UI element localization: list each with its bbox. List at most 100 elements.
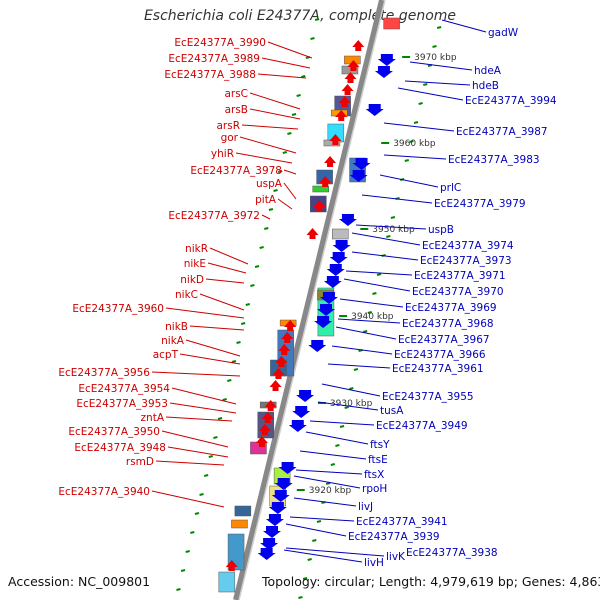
tick-mark bbox=[310, 37, 315, 40]
gene-label-ece24377a-3970: EcE24377A_3970 bbox=[412, 286, 504, 298]
reverse-gene-arrow bbox=[374, 66, 393, 78]
leader-line bbox=[404, 80, 471, 86]
leader-line bbox=[383, 122, 455, 132]
gene-label-hdea: hdeA bbox=[474, 65, 502, 77]
gene-label-acpt: acpT bbox=[153, 349, 179, 361]
forward-gene-arrow bbox=[258, 424, 271, 435]
topology-text: Topology: circular; Length: 4,979,619 bp… bbox=[262, 574, 600, 589]
reverse-gene-arrow bbox=[260, 538, 279, 550]
forward-gene-arrow bbox=[306, 228, 319, 239]
reverse-gene-arrow bbox=[317, 304, 336, 316]
leader-line bbox=[289, 516, 355, 522]
forward-gene-arrow bbox=[347, 60, 360, 71]
reverse-gene-arrow bbox=[296, 390, 315, 402]
tick-mark bbox=[208, 455, 214, 458]
tick-mark bbox=[436, 26, 442, 29]
forward-gene-arrow bbox=[324, 156, 337, 167]
gene-label-gor: gor bbox=[221, 132, 239, 144]
gene-label-uspb: uspB bbox=[428, 224, 454, 236]
tick-mark bbox=[372, 292, 377, 295]
tick-mark bbox=[287, 132, 292, 135]
forward-gene-arrow bbox=[272, 368, 285, 379]
tick-mark bbox=[330, 463, 336, 466]
leader-line bbox=[267, 41, 313, 59]
tick-mark bbox=[404, 159, 410, 162]
tick-mark bbox=[423, 83, 428, 86]
reverse-gene-arrow bbox=[271, 490, 290, 502]
gene-label-ece24377a-3960: EcE24377A_3960 bbox=[72, 303, 164, 315]
leader-line bbox=[361, 194, 433, 204]
leader-line bbox=[379, 174, 439, 188]
forward-gene-arrow bbox=[278, 344, 291, 355]
gene-label-ece24377a-3972: EcE24377A_3972 bbox=[168, 210, 260, 222]
leader-line bbox=[277, 198, 293, 210]
leader-line bbox=[249, 108, 301, 120]
leader-line bbox=[283, 169, 297, 175]
leader-line bbox=[441, 19, 487, 33]
leader-line bbox=[155, 460, 225, 466]
gene-label-ece24377a-3941: EcE24377A_3941 bbox=[356, 516, 448, 528]
reverse-gene-arrow bbox=[332, 240, 351, 252]
reverse-gene-arrow bbox=[377, 54, 396, 66]
gene-label-ece24377a-3971: EcE24377A_3971 bbox=[414, 270, 506, 282]
reverse-gene-arrow bbox=[349, 170, 368, 182]
forward-gene-arrow bbox=[264, 400, 277, 411]
leader-line bbox=[167, 446, 229, 458]
tick-mark bbox=[236, 341, 241, 344]
forward-gene-arrow bbox=[329, 134, 342, 145]
tick-mark bbox=[259, 246, 264, 249]
tick-mark bbox=[301, 75, 306, 78]
reverse-gene-arrow bbox=[274, 478, 293, 490]
gene-label-ftsx: ftsX bbox=[364, 469, 384, 481]
gene-label-livh: livH bbox=[364, 557, 384, 569]
tick-mark bbox=[314, 18, 320, 21]
forward-gene-arrow bbox=[352, 40, 365, 51]
leader-line bbox=[299, 450, 367, 460]
tick-mark bbox=[185, 550, 190, 553]
tick-mark bbox=[282, 151, 288, 154]
gene-label-ece24377a-3956: EcE24377A_3956 bbox=[58, 367, 150, 379]
gene-label-prlc: prlC bbox=[440, 182, 461, 194]
forward-gene-arrow bbox=[275, 356, 288, 367]
gene-label-ece24377a-3990: EcE24377A_3990 bbox=[174, 37, 266, 49]
kbp-label: 3930 kbp bbox=[330, 399, 373, 409]
gene-label-livj: livJ bbox=[358, 501, 373, 513]
leader-line bbox=[345, 270, 413, 276]
gene-label-znta: zntA bbox=[141, 412, 165, 424]
tick-mark bbox=[349, 387, 354, 390]
leader-line bbox=[205, 278, 245, 284]
gene-label-ece24377a-3949: EcE24377A_3949 bbox=[376, 420, 468, 432]
gene-label-yhir: yhiR bbox=[211, 148, 234, 160]
gene-label-ece24377a-3948: EcE24377A_3948 bbox=[74, 442, 166, 454]
tick-mark bbox=[353, 368, 359, 371]
gene-label-ece24377a-3974: EcE24377A_3974 bbox=[422, 240, 514, 252]
leader-line bbox=[337, 318, 401, 324]
leader-line bbox=[351, 251, 419, 261]
leader-line bbox=[397, 87, 464, 101]
leader-line bbox=[293, 475, 361, 489]
reverse-gene-arrow bbox=[326, 264, 345, 276]
tick-mark bbox=[277, 170, 283, 173]
gene-label-nikb: nikB bbox=[165, 321, 188, 333]
gene-label-ece24377a-3939: EcE24377A_3939 bbox=[348, 531, 440, 543]
gene-label-nikr: nikR bbox=[185, 243, 208, 255]
leader-line bbox=[321, 383, 381, 397]
leader-line bbox=[161, 430, 229, 448]
tick-mark bbox=[312, 539, 317, 542]
reverse-gene-arrow bbox=[365, 104, 384, 116]
tick-mark bbox=[316, 520, 322, 523]
leader-line bbox=[261, 57, 311, 69]
feature-block bbox=[218, 571, 236, 593]
leader-line bbox=[409, 61, 473, 71]
gene-label-ece24377a-3968: EcE24377A_3968 bbox=[402, 318, 494, 330]
tick-mark bbox=[254, 265, 260, 268]
tick-mark bbox=[227, 379, 232, 382]
tick-mark bbox=[273, 189, 278, 192]
tick-mark bbox=[418, 102, 423, 105]
leader-line bbox=[189, 325, 245, 331]
reverse-gene-arrow bbox=[292, 406, 311, 418]
kbp-label: 3920 kbp bbox=[309, 486, 352, 496]
gene-label-ece24377a-3987: EcE24377A_3987 bbox=[456, 126, 548, 138]
gene-label-ece24377a-3989: EcE24377A_3989 bbox=[168, 53, 260, 65]
